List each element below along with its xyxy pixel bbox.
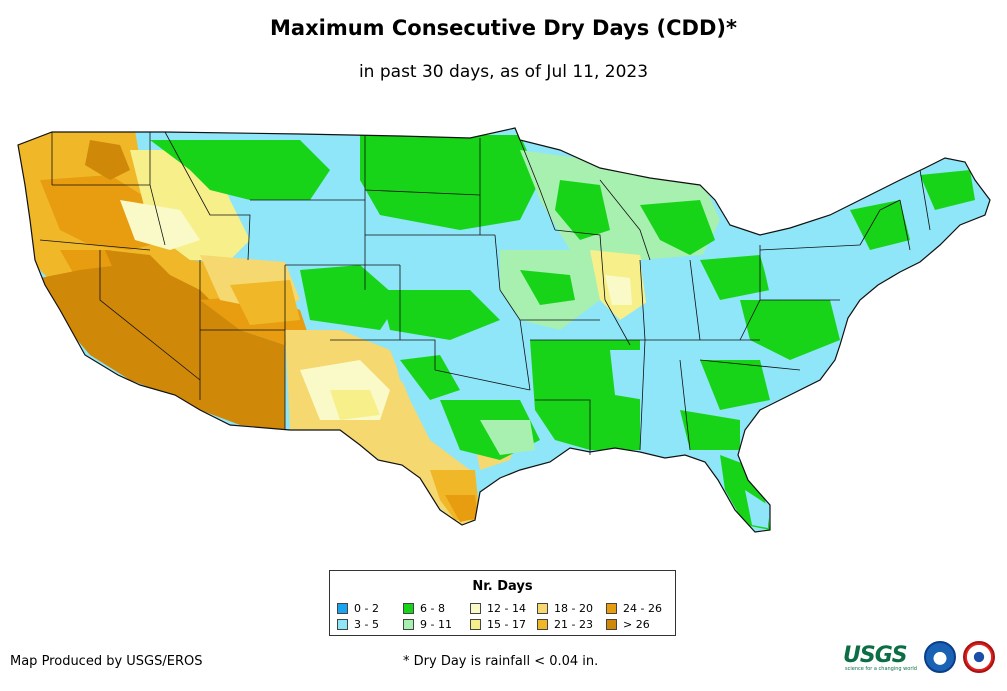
legend-swatch — [337, 619, 348, 630]
legend-item: > 26 — [606, 619, 650, 631]
legend-item: 24 - 26 — [606, 603, 662, 615]
legend-item: 3 - 5 — [337, 619, 379, 631]
legend-swatch — [470, 619, 481, 630]
legend-item: 15 - 17 — [470, 619, 526, 631]
legend-item: 18 - 20 — [537, 603, 593, 615]
legend-label: 15 - 17 — [487, 618, 526, 631]
legend-swatch — [470, 603, 481, 614]
noaa-logo-icon — [924, 641, 956, 673]
legend-label: 21 - 23 — [554, 618, 593, 631]
legend-label: 12 - 14 — [487, 602, 526, 615]
dry-day-footnote: * Dry Day is rainfall < 0.04 in. — [403, 654, 599, 669]
legend-item: 21 - 23 — [537, 619, 593, 631]
legend-swatch — [606, 619, 617, 630]
legend-item: 6 - 8 — [403, 603, 445, 615]
legend-item: 9 - 11 — [403, 619, 452, 631]
legend-swatch — [403, 603, 414, 614]
legend-label: 9 - 11 — [420, 618, 452, 631]
legend-box: Nr. Days 0 - 2 3 - 5 6 - 8 9 - 11 12 - 1… — [329, 570, 676, 636]
legend-swatch — [337, 603, 348, 614]
usgs-logo: USGS — [843, 643, 908, 668]
legend-label: 18 - 20 — [554, 602, 593, 615]
legend-item: 12 - 14 — [470, 603, 526, 615]
usgs-tagline: science for a changing world — [845, 666, 917, 672]
producer-credit: Map Produced by USGS/EROS — [10, 654, 203, 669]
legend-label: 6 - 8 — [420, 602, 445, 615]
legend-item: 0 - 2 — [337, 603, 379, 615]
map-subtitle: in past 30 days, as of Jul 11, 2023 — [358, 62, 649, 82]
map-title: Maximum Consecutive Dry Days (CDD)* — [270, 16, 737, 40]
legend-label: > 26 — [623, 618, 650, 631]
legend-title: Nr. Days — [472, 579, 533, 594]
legend-swatch — [537, 619, 548, 630]
legend-swatch — [403, 619, 414, 630]
legend-label: 3 - 5 — [354, 618, 379, 631]
legend-swatch — [606, 603, 617, 614]
legend-label: 24 - 26 — [623, 602, 662, 615]
legend-swatch — [537, 603, 548, 614]
legend-label: 0 - 2 — [354, 602, 379, 615]
nws-logo-icon — [963, 641, 995, 673]
